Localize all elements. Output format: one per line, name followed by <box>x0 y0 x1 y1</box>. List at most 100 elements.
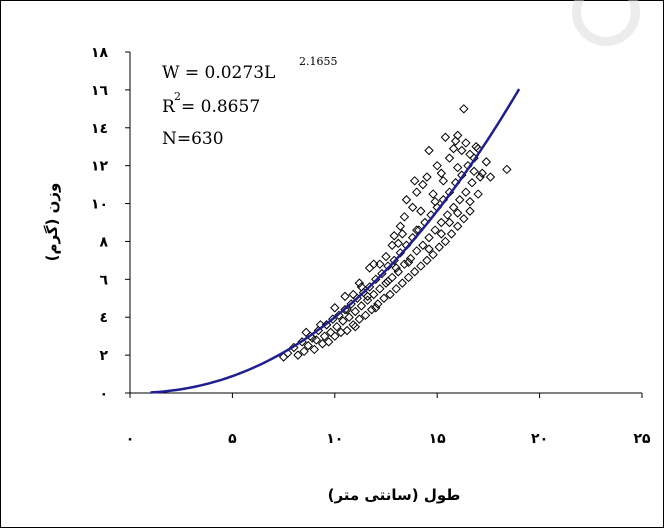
x-tick-label: ۲۵ <box>633 431 651 447</box>
y-tick-label: ۱۸ <box>91 45 109 61</box>
data-point <box>354 278 365 288</box>
y-tick-label: ٦ <box>99 272 108 288</box>
data-point <box>379 293 389 303</box>
r2-exponent: 2 <box>174 90 181 103</box>
axes <box>129 52 642 394</box>
y-tick-label: ۰ <box>99 386 108 402</box>
trendline-group <box>150 88 521 394</box>
data-point <box>375 284 385 294</box>
data-point <box>330 303 340 313</box>
data-point <box>424 145 434 156</box>
data-point <box>391 284 401 294</box>
data-point <box>387 272 397 283</box>
data-point <box>424 244 434 254</box>
data-point <box>403 272 414 283</box>
data-point <box>381 278 391 288</box>
y-tick-label: ۱٦ <box>91 83 109 99</box>
data-point <box>452 208 463 218</box>
data-point <box>397 229 408 239</box>
data-point <box>412 187 422 197</box>
data-point <box>371 303 381 313</box>
r2-text: R <box>162 97 176 117</box>
x-tick-label: ۲۰ <box>531 431 548 447</box>
data-point <box>350 321 360 332</box>
data-point <box>350 306 360 317</box>
y-tick-label: ۱٤ <box>91 121 108 137</box>
data-point <box>405 253 416 264</box>
data-point <box>393 238 403 249</box>
data-point <box>356 301 367 311</box>
y-tick-label: ۸ <box>99 234 108 250</box>
data-point <box>334 310 344 321</box>
data-point <box>409 176 420 186</box>
r2-value: = 0.8657 <box>181 97 260 117</box>
y-axis-ticks: ۰ ۲ ٤ ٦ ۸ ۱۰ ۱۲ ۱٤ ۱٦ ۱۸ <box>91 45 130 402</box>
data-point <box>418 240 428 250</box>
data-point <box>319 331 330 341</box>
data-point <box>299 346 309 357</box>
y-axis-title: وزن (گرم) <box>43 183 61 262</box>
data-point <box>395 221 406 231</box>
data-point <box>381 251 391 262</box>
data-point <box>340 304 350 315</box>
data-point <box>440 236 451 247</box>
data-point <box>303 340 313 351</box>
data-point <box>436 168 447 178</box>
data-point <box>444 153 455 163</box>
data-point <box>465 196 475 207</box>
data-point <box>502 164 512 175</box>
data-point <box>459 104 469 114</box>
data-point <box>430 225 440 235</box>
data-point <box>348 289 358 300</box>
data-point <box>409 267 420 277</box>
x-tick-label: ۱۵ <box>429 431 447 447</box>
x-axis-ticks: ۰ ۵ ۱۰ ۱۵ ۲۰ ۲۵ <box>126 393 651 447</box>
data-point <box>428 189 438 199</box>
data-point <box>338 316 348 326</box>
data-point <box>366 304 377 315</box>
data-point <box>448 143 459 154</box>
data-point <box>293 350 303 360</box>
data-point <box>485 172 496 182</box>
data-point <box>422 172 432 182</box>
data-point <box>442 210 453 220</box>
data-point <box>440 132 451 142</box>
data-point <box>457 145 467 156</box>
data-point <box>452 221 463 231</box>
equation-text: W = 0.0273L <box>162 63 275 83</box>
x-tick-label: ۵ <box>228 431 237 447</box>
y-tick-label: ۱۰ <box>91 197 108 213</box>
data-point <box>309 344 320 355</box>
data-point <box>428 249 438 260</box>
data-point <box>375 259 385 269</box>
n-text: N=630 <box>162 129 224 149</box>
data-point <box>393 267 403 277</box>
data-point <box>412 246 422 256</box>
data-point <box>332 321 342 332</box>
data-point <box>455 195 465 205</box>
data-point <box>412 225 422 235</box>
data-point <box>362 291 373 302</box>
data-point <box>473 189 483 199</box>
data-point <box>389 231 399 241</box>
data-point <box>434 242 444 252</box>
data-point <box>475 172 485 182</box>
data-point <box>416 206 426 216</box>
data-point <box>424 232 434 243</box>
data-point <box>289 342 299 353</box>
data-point <box>416 261 426 271</box>
y-tick-label: ۱۲ <box>91 159 109 175</box>
data-point <box>342 325 352 336</box>
data-point <box>436 229 447 239</box>
data-point <box>360 310 371 321</box>
data-point <box>354 314 365 324</box>
data-point <box>465 206 475 216</box>
watermark-logo <box>572 0 640 46</box>
data-point <box>452 130 463 141</box>
data-point <box>401 195 412 205</box>
data-point <box>450 136 461 146</box>
trendline <box>150 88 521 394</box>
data-point <box>407 202 418 213</box>
